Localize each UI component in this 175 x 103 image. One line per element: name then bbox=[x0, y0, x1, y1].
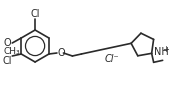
Text: Cl: Cl bbox=[2, 57, 12, 67]
Text: NH: NH bbox=[154, 47, 168, 57]
Text: Cl⁻: Cl⁻ bbox=[105, 54, 119, 64]
Text: O: O bbox=[4, 38, 11, 48]
Text: CH₃: CH₃ bbox=[4, 47, 20, 56]
Text: Cl: Cl bbox=[30, 9, 40, 19]
Text: +: + bbox=[162, 45, 169, 54]
Text: O: O bbox=[58, 48, 66, 58]
